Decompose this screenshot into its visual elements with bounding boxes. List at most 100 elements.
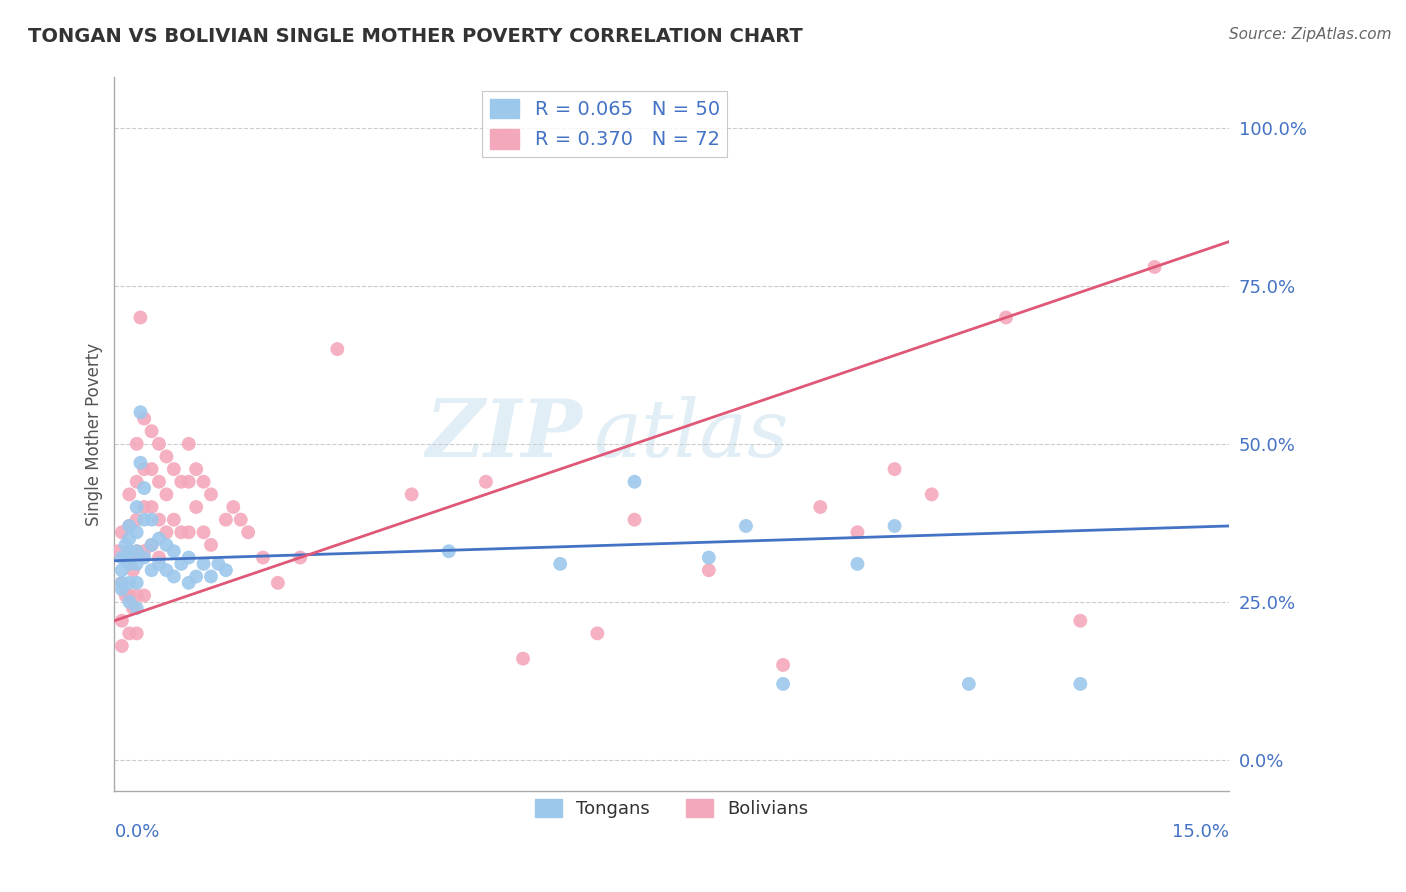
Point	[193, 557, 215, 571]
Point	[118, 550, 141, 565]
Point	[148, 437, 170, 451]
Text: 0.0%: 0.0%	[114, 822, 160, 840]
Point	[326, 342, 349, 356]
Point	[186, 500, 208, 514]
Point	[846, 557, 869, 571]
Point	[111, 525, 134, 540]
Point	[883, 519, 905, 533]
Point	[193, 525, 215, 540]
Point	[808, 500, 831, 514]
Point	[155, 563, 177, 577]
Point	[163, 544, 186, 558]
Point	[252, 550, 274, 565]
Point	[134, 411, 156, 425]
Point	[177, 437, 200, 451]
Point	[163, 513, 186, 527]
Point	[236, 525, 259, 540]
Y-axis label: Single Mother Poverty: Single Mother Poverty	[86, 343, 103, 526]
Point	[846, 525, 869, 540]
Point	[118, 532, 141, 546]
Point	[148, 557, 170, 571]
Point	[125, 544, 148, 558]
Point	[586, 626, 609, 640]
Point	[134, 500, 156, 514]
Point	[141, 538, 163, 552]
Point	[267, 575, 290, 590]
Point	[118, 626, 141, 640]
Point	[125, 601, 148, 615]
Point	[118, 595, 141, 609]
Point	[125, 475, 148, 489]
Point	[118, 557, 141, 571]
Point	[125, 513, 148, 527]
Point	[122, 601, 145, 615]
Point	[111, 582, 134, 596]
Point	[122, 563, 145, 577]
Point	[207, 557, 229, 571]
Point	[125, 557, 148, 571]
Point	[697, 550, 720, 565]
Point	[129, 405, 152, 419]
Point	[170, 475, 193, 489]
Point	[193, 475, 215, 489]
Text: 15.0%: 15.0%	[1173, 822, 1229, 840]
Point	[141, 563, 163, 577]
Point	[883, 462, 905, 476]
Point	[118, 519, 141, 533]
Point	[148, 513, 170, 527]
Point	[288, 550, 311, 565]
Point	[111, 550, 134, 565]
Point	[772, 677, 794, 691]
Point	[118, 544, 141, 558]
Point	[114, 550, 136, 565]
Point	[134, 589, 156, 603]
Point	[134, 462, 156, 476]
Point	[475, 475, 498, 489]
Point	[512, 651, 534, 665]
Point	[114, 589, 136, 603]
Point	[1069, 614, 1091, 628]
Point	[141, 513, 163, 527]
Point	[129, 456, 152, 470]
Point	[134, 550, 156, 565]
Point	[548, 557, 571, 571]
Point	[141, 424, 163, 438]
Point	[229, 513, 252, 527]
Point	[177, 575, 200, 590]
Point	[114, 538, 136, 552]
Point	[125, 500, 148, 514]
Point	[957, 677, 980, 691]
Text: atlas: atlas	[593, 396, 789, 473]
Point	[125, 525, 148, 540]
Point	[114, 550, 136, 565]
Point	[118, 519, 141, 533]
Point	[186, 569, 208, 583]
Point	[125, 544, 148, 558]
Point	[141, 500, 163, 514]
Point	[118, 575, 141, 590]
Point	[697, 563, 720, 577]
Point	[111, 575, 134, 590]
Point	[125, 626, 148, 640]
Point	[401, 487, 423, 501]
Point	[111, 575, 134, 590]
Point	[921, 487, 943, 501]
Legend: Tongans, Bolivians: Tongans, Bolivians	[527, 791, 815, 825]
Point	[177, 550, 200, 565]
Text: Source: ZipAtlas.com: Source: ZipAtlas.com	[1229, 27, 1392, 42]
Point	[141, 462, 163, 476]
Point	[107, 544, 129, 558]
Point	[995, 310, 1018, 325]
Point	[200, 569, 222, 583]
Point	[125, 589, 148, 603]
Point	[163, 462, 186, 476]
Point	[1143, 260, 1166, 274]
Point	[148, 550, 170, 565]
Point	[134, 481, 156, 495]
Point	[186, 462, 208, 476]
Point	[111, 563, 134, 577]
Text: ZIP: ZIP	[426, 396, 582, 473]
Point	[215, 563, 238, 577]
Point	[155, 525, 177, 540]
Point	[163, 569, 186, 583]
